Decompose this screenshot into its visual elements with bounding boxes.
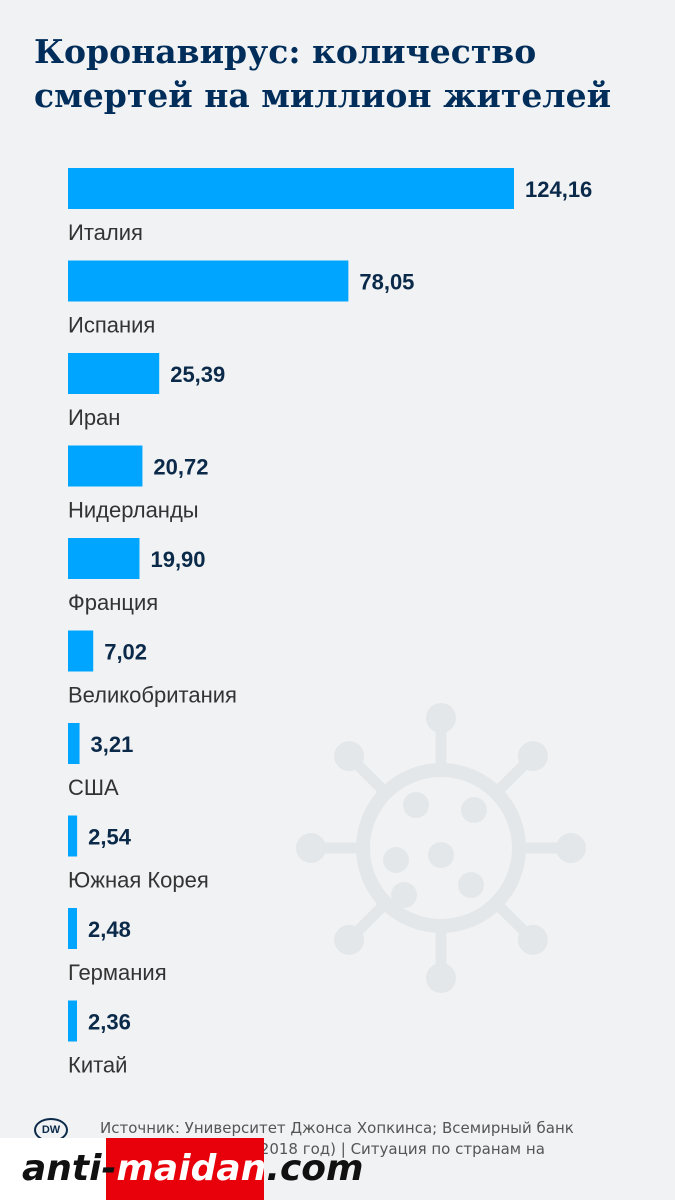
value-label-6: 3,21 bbox=[91, 732, 134, 757]
category-label-4: Франция bbox=[68, 590, 158, 615]
bar-7 bbox=[68, 815, 78, 857]
chart-title: Коронавирус: количество смертей на милли… bbox=[34, 32, 612, 115]
value-label-2: 25,39 bbox=[170, 362, 225, 387]
category-label-8: Германия bbox=[68, 960, 167, 985]
bar-chart: 124,16 Италия 78,05 Испания 25,39 Иран 20,72 Ни… bbox=[68, 168, 592, 1078]
watermark-part-1: anti- bbox=[22, 1148, 117, 1189]
category-label-9: Китай bbox=[68, 1053, 127, 1078]
category-label-2: Иран bbox=[68, 405, 120, 430]
value-label-4: 19,90 bbox=[150, 547, 205, 572]
category-label-6: США bbox=[68, 775, 119, 800]
bar-4 bbox=[68, 538, 140, 579]
category-label-5: Великобритания bbox=[68, 683, 237, 708]
value-label-1: 78,05 bbox=[359, 270, 414, 295]
value-label-3: 20,72 bbox=[153, 455, 208, 480]
bar-6 bbox=[68, 723, 80, 764]
value-label-8: 2,48 bbox=[88, 917, 131, 942]
bar-1 bbox=[68, 260, 349, 302]
category-label-7: Южная Корея bbox=[68, 868, 209, 893]
watermark-part-3: .com bbox=[266, 1148, 364, 1189]
value-label-5: 7,02 bbox=[104, 640, 147, 665]
bar-3 bbox=[68, 445, 143, 487]
source-line-1: Источник: Университет Джонса Хопкинса; В… bbox=[100, 1119, 574, 1137]
watermark: anti-maidan.com bbox=[0, 1138, 364, 1200]
watermark-part-2: maidan bbox=[116, 1148, 267, 1189]
bar-2 bbox=[68, 353, 160, 394]
bar-9 bbox=[68, 1000, 77, 1042]
category-label-0: Италия bbox=[68, 220, 143, 245]
bar-0 bbox=[68, 168, 514, 209]
bar-8 bbox=[68, 908, 77, 949]
value-label-0: 124,16 bbox=[525, 177, 592, 202]
category-label-3: Нидерланды bbox=[68, 498, 199, 523]
value-label-7: 2,54 bbox=[88, 825, 132, 850]
category-label-1: Испания bbox=[68, 313, 155, 338]
bar-5 bbox=[68, 630, 94, 672]
value-label-9: 2,36 bbox=[88, 1010, 131, 1035]
coronavirus-icon bbox=[296, 703, 586, 993]
